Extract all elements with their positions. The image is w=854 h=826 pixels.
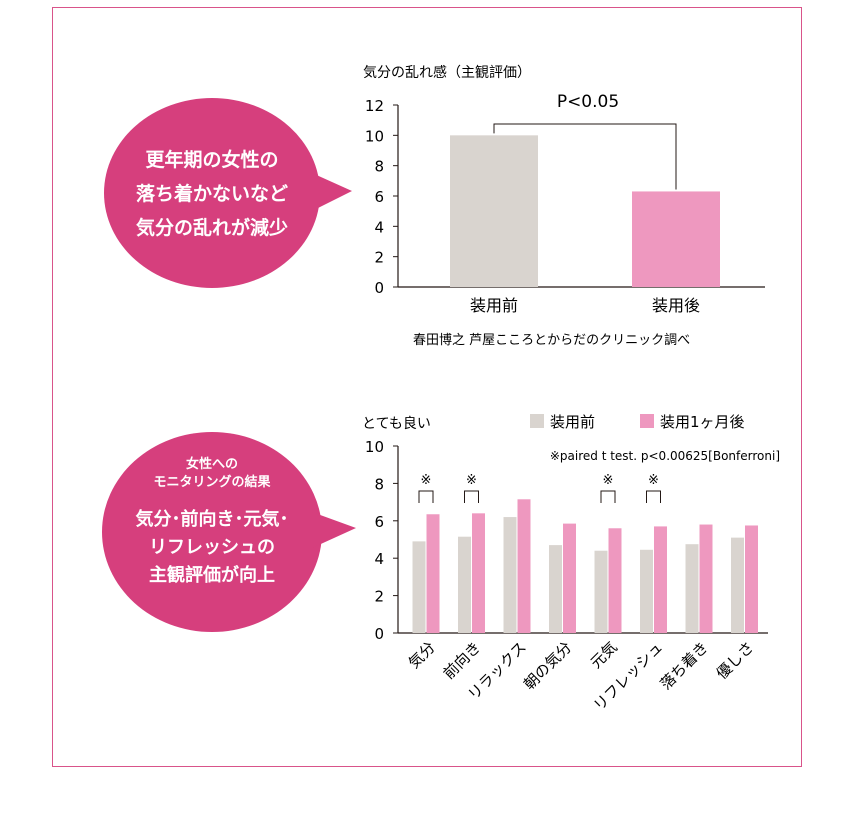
callout-bubble-monitoring: 女性への モニタリングの結果 気分･前向き･元気･ リフレッシュの 主観評価が向… — [90, 428, 362, 640]
bubble-monitoring-small: 女性への モニタリングの結果 — [153, 457, 271, 490]
content-frame — [52, 7, 802, 767]
bubble-shape — [102, 432, 356, 632]
callout-bubble-mood: 更年期の女性の 落ち着かないなど 気分の乱れが減少 — [90, 95, 362, 295]
bubble-shape — [104, 98, 352, 288]
bubble-monitoring-big: 気分･前向き･元気･ リフレッシュの 主観評価が向上 — [135, 509, 289, 586]
bubble-mood-text: 更年期の女性の 落ち着かないなど 気分の乱れが減少 — [135, 149, 288, 239]
